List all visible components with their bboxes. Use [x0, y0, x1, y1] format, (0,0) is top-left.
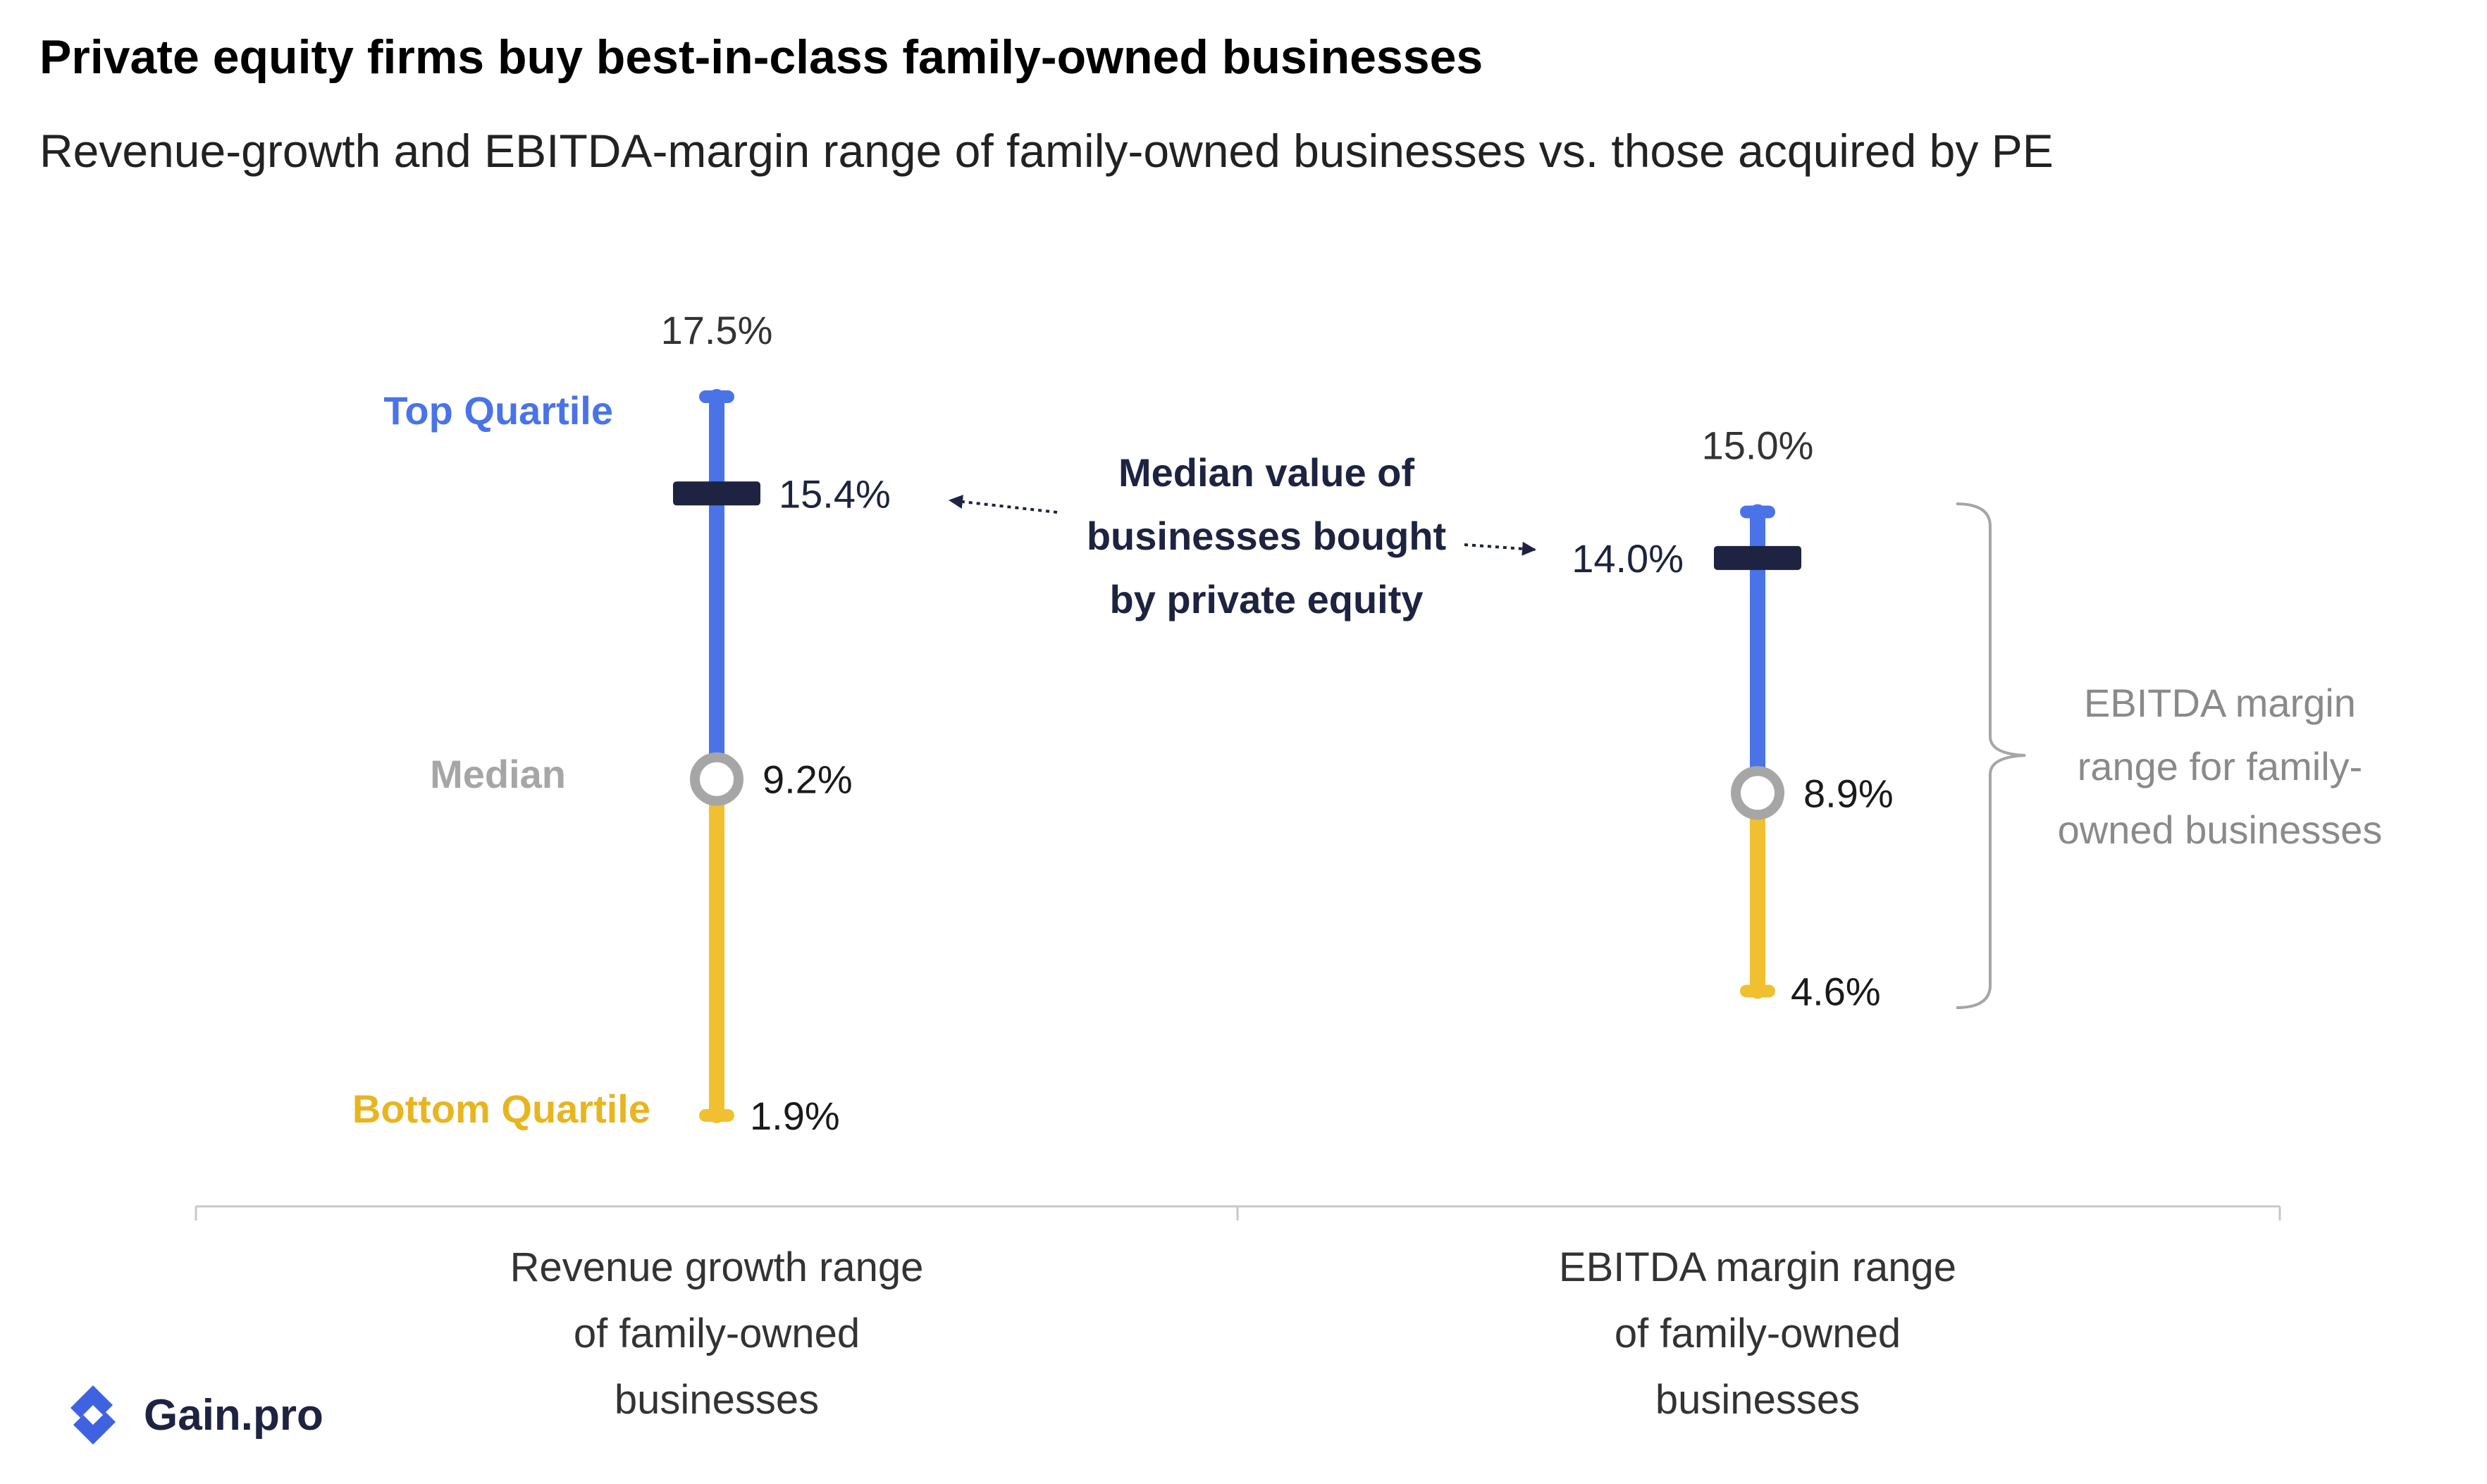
category-label-line: of family-owned: [574, 1311, 860, 1356]
bracket-label-line: owned businesses: [2058, 808, 2383, 852]
logo-text: Gain.pro: [144, 1390, 323, 1440]
top-quartile-cap: [699, 390, 734, 403]
range-ebitda-margin: 15.0% 8.9% 4.6% 14.0%: [1572, 423, 1893, 1013]
chart-subtitle: Revenue-growth and EBITDA-margin range o…: [39, 125, 2054, 177]
chart-title: Private equity firms buy best-in-class f…: [39, 30, 1483, 84]
annotation-line: by private equity: [1109, 577, 1423, 622]
bracket-label-line: range for family-: [2078, 744, 2363, 789]
annotation-arrow-left: [949, 495, 1058, 514]
category-label-revenue: Revenue growth range of family-owned bus…: [510, 1244, 924, 1423]
median-value-label: 9.2%: [763, 758, 853, 802]
category-label-line: Revenue growth range: [510, 1244, 924, 1290]
top-quartile-cap: [1740, 505, 1775, 519]
pe-median-marker: [1714, 545, 1801, 570]
annotation-arrow-right: [1464, 541, 1536, 556]
legend-top-quartile: Top Quartile: [383, 388, 613, 433]
legend-median: Median: [430, 752, 566, 796]
annotation-line: Median value of: [1118, 450, 1414, 495]
pe-median-annotation: Median value of businesses bought by pri…: [949, 450, 1536, 622]
category-label-line: EBITDA margin range: [1559, 1244, 1956, 1290]
top-value-label: 15.0%: [1702, 423, 1814, 467]
brand-logo[interactable]: Gain.pro: [61, 1383, 323, 1447]
top-value-label: 17.5%: [661, 308, 773, 352]
median-value-label: 8.9%: [1803, 771, 1894, 815]
bottom-quartile-cap: [699, 1109, 734, 1122]
bottom-value-label: 4.6%: [1791, 969, 1881, 1013]
annotation-line: businesses bought: [1087, 514, 1446, 558]
category-axis: [195, 1205, 2281, 1220]
ebitda-bracket: EBITDA margin range for family- owned bu…: [1956, 502, 2383, 1009]
median-marker: [1731, 766, 1784, 820]
gain-pro-logo-icon: [70, 1385, 116, 1445]
category-label-line: businesses: [615, 1377, 819, 1423]
legend-bottom-quartile: Bottom Quartile: [352, 1087, 650, 1131]
pe-median-marker: [673, 481, 760, 506]
pe-median-value-label: 15.4%: [779, 471, 891, 516]
bracket-label-line: EBITDA margin: [2084, 681, 2356, 725]
category-label-line: businesses: [1655, 1377, 1860, 1423]
bottom-quartile-cap: [1740, 984, 1775, 998]
bottom-value-label: 1.9%: [750, 1094, 840, 1138]
median-marker: [690, 752, 743, 806]
category-label-line: of family-owned: [1615, 1311, 1901, 1356]
category-label-ebitda: EBITDA margin range of family-owned busi…: [1559, 1244, 1956, 1423]
range-revenue-growth: 17.5% 9.2% 1.9% 15.4%: [661, 308, 891, 1138]
pe-median-value-label: 14.0%: [1572, 536, 1684, 581]
